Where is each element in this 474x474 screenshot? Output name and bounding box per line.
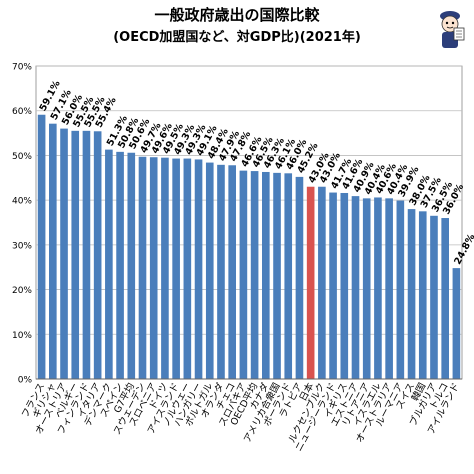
bar [149,157,158,379]
bar [396,200,405,379]
bar [217,164,225,379]
mascot-icon [440,11,465,48]
bar [194,159,203,379]
bar [318,186,326,379]
y-tick-label: 50% [12,152,32,162]
bar [127,152,136,379]
chart-subtitle: (OECD加盟国など、対GDP比)(2021年) [113,30,361,45]
y-tick-label: 60% [12,107,32,117]
bar [374,197,382,379]
bar [340,192,349,379]
bar [362,198,371,379]
bar [161,157,169,379]
bar [60,128,68,379]
bar [116,151,124,379]
y-tick-label: 0% [18,376,33,386]
bar [250,171,259,379]
bar [306,186,315,379]
bar [407,209,416,379]
bar [262,171,270,379]
bar [93,131,102,379]
bar [418,211,427,379]
bar [37,114,46,379]
y-tick-label: 70% [12,63,32,73]
bar [273,172,281,379]
bar [138,156,147,379]
bar [82,130,91,379]
bar [228,165,236,379]
y-tick-label: 40% [12,197,32,207]
bar [239,170,248,379]
bar [441,218,449,379]
bar [172,158,180,379]
y-tick-label: 30% [12,241,32,251]
bar [284,173,293,379]
y-tick-label: 20% [12,286,32,296]
bar [49,123,57,379]
bar [183,158,192,379]
bar [295,176,304,379]
bar [452,268,461,379]
bar [430,215,438,379]
bar [329,192,337,379]
bar [205,162,214,379]
bar [385,198,393,379]
chart-title: 一般政府歳出の国際比較 [154,6,320,24]
y-tick-label: 10% [12,331,32,341]
bar [105,149,113,379]
bar [351,196,360,379]
bar [71,130,80,379]
